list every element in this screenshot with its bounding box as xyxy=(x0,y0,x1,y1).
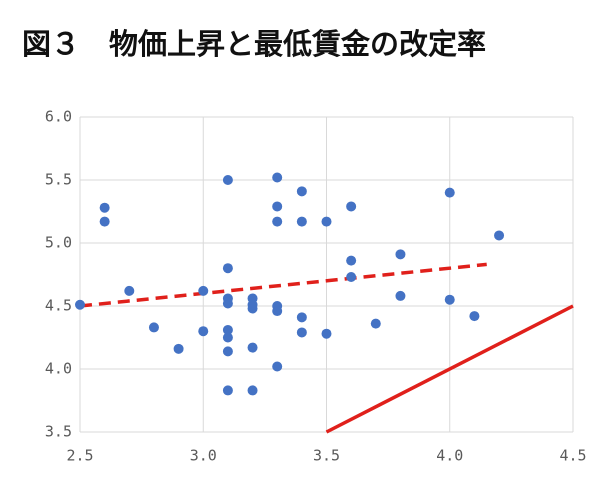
point xyxy=(296,312,307,323)
point xyxy=(370,318,381,329)
point xyxy=(395,290,406,301)
point xyxy=(296,186,307,197)
point xyxy=(272,361,283,372)
point xyxy=(148,322,159,333)
point xyxy=(346,201,357,212)
point xyxy=(198,326,209,337)
point xyxy=(222,324,233,335)
x-tick-label: 2.5 xyxy=(66,447,93,465)
point xyxy=(395,249,406,260)
point xyxy=(247,342,258,353)
point xyxy=(173,343,184,354)
point xyxy=(222,298,233,309)
point xyxy=(321,216,332,227)
point xyxy=(346,272,357,283)
point xyxy=(222,346,233,357)
point xyxy=(75,299,85,310)
y-tick-label: 6.0 xyxy=(45,108,72,126)
y-tick-label: 5.0 xyxy=(45,234,72,252)
x-tick-label: 3.5 xyxy=(313,447,340,465)
y-tick-label: 5.5 xyxy=(45,171,72,189)
point xyxy=(272,201,283,212)
point xyxy=(272,216,283,227)
point xyxy=(272,172,283,183)
point xyxy=(247,385,258,396)
point xyxy=(198,285,209,296)
x-tick-label: 4.5 xyxy=(559,447,586,465)
point xyxy=(222,385,233,396)
point xyxy=(272,306,283,317)
point xyxy=(321,328,332,339)
x-tick-label: 3.0 xyxy=(190,447,217,465)
point xyxy=(296,216,307,227)
point xyxy=(247,303,258,314)
x-tick-label: 4.0 xyxy=(436,447,463,465)
trend-line xyxy=(79,262,487,308)
trend-line xyxy=(325,304,574,434)
point xyxy=(444,187,455,198)
chart-title: 図３ 物価上昇と最低賃金の改定率 xyxy=(22,27,486,61)
y-tick-label: 4.5 xyxy=(45,297,72,315)
y-tick-label: 4.0 xyxy=(45,360,72,378)
point xyxy=(494,230,505,241)
y-tick-label: 3.5 xyxy=(45,423,72,441)
point xyxy=(99,216,110,227)
point xyxy=(124,285,135,296)
point xyxy=(99,202,110,213)
point xyxy=(346,255,357,266)
point xyxy=(222,175,233,185)
point xyxy=(222,263,233,274)
point xyxy=(222,332,233,343)
point xyxy=(444,294,455,305)
point xyxy=(296,327,307,338)
point xyxy=(469,311,480,322)
